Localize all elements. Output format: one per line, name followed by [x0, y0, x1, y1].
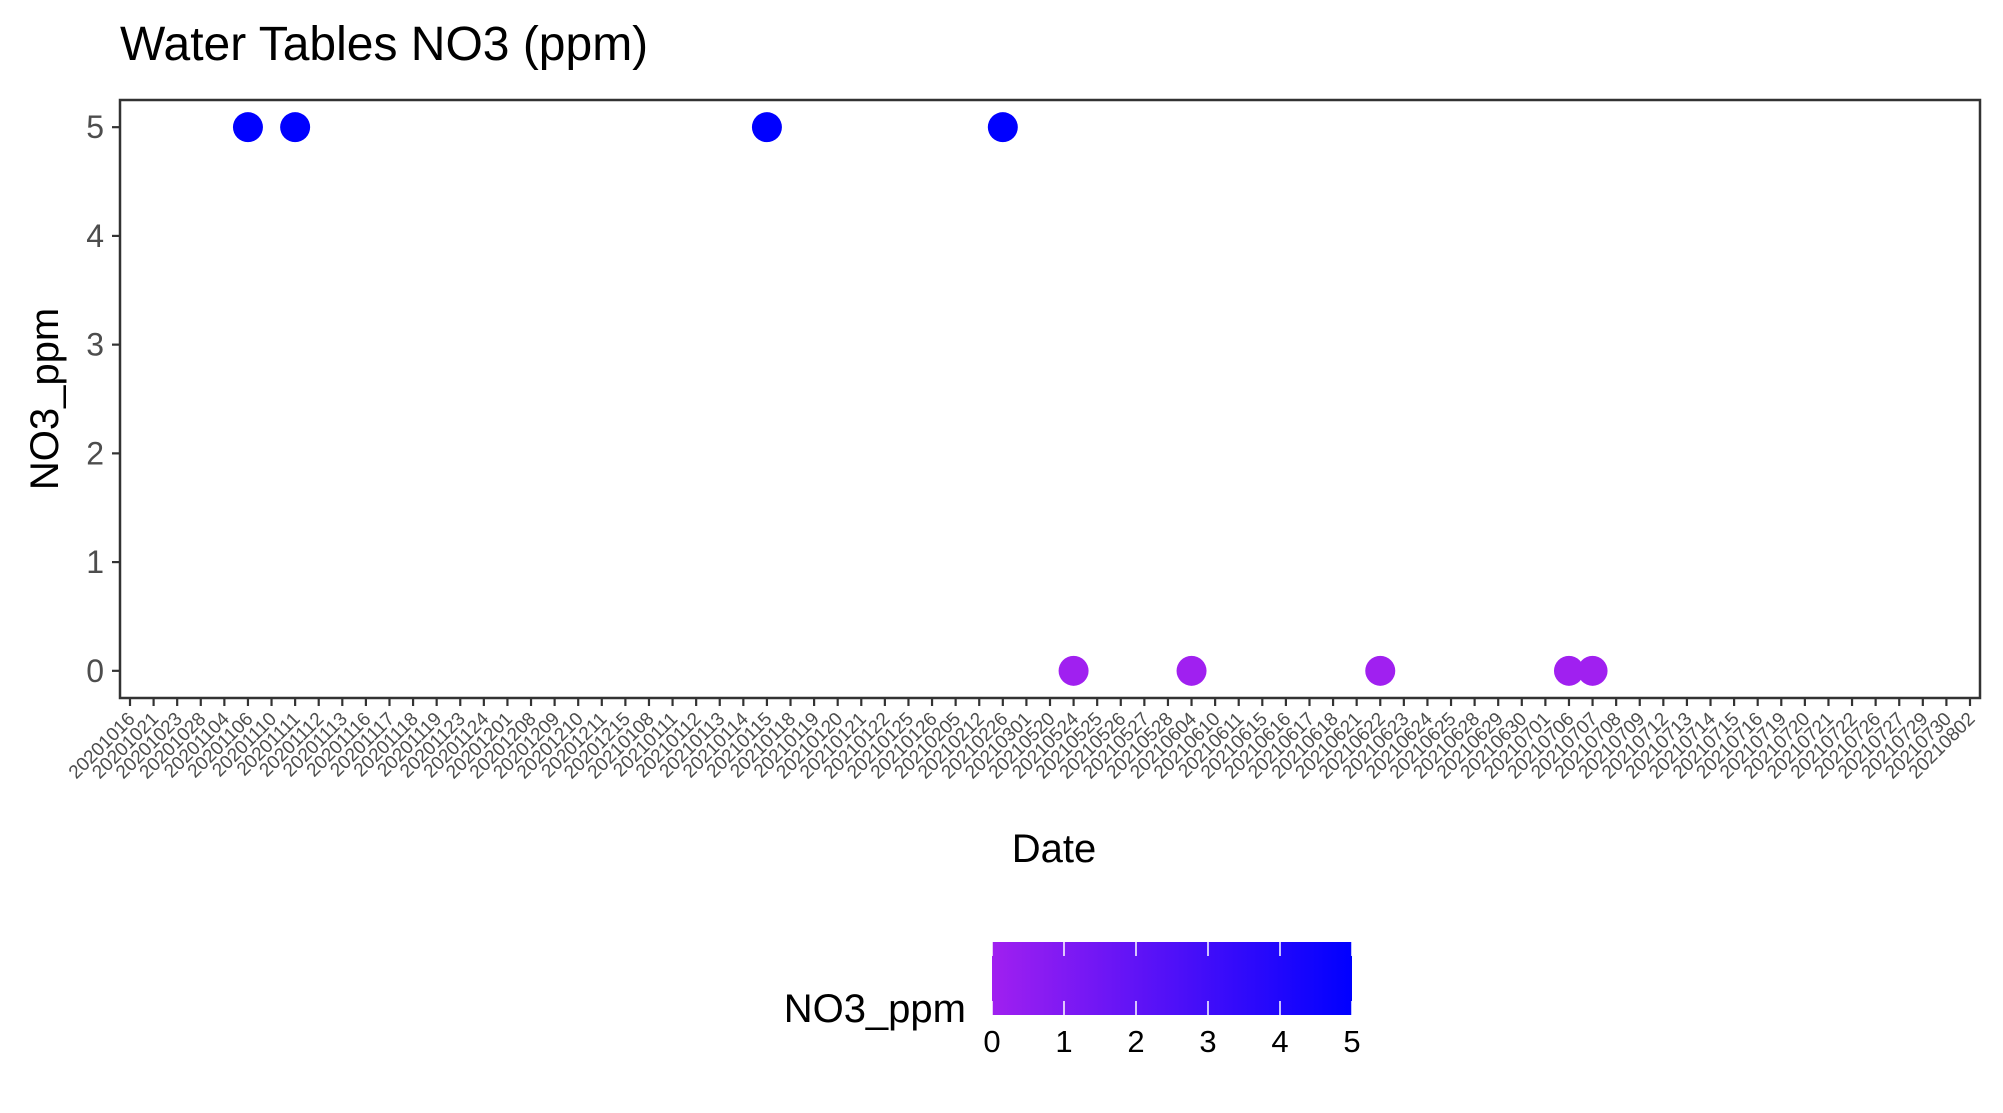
chart-title: Water Tables NO3 (ppm) — [120, 18, 648, 71]
colorbar-tick-label: 3 — [1199, 1024, 1216, 1059]
y-axis-title: NO3_ppm — [23, 308, 67, 490]
colorbar-tick-label: 4 — [1271, 1024, 1288, 1059]
data-point — [987, 112, 1018, 143]
data-point — [280, 112, 311, 143]
y-tick-label: 5 — [86, 109, 104, 145]
data-point — [1577, 655, 1608, 686]
colorbar-ticks: 0 1 2 3 4 5 — [983, 942, 1361, 1059]
y-tick-label: 0 — [86, 653, 104, 689]
data-point — [1058, 655, 1089, 686]
data-point — [1553, 655, 1584, 686]
colorbar-tick-label: 5 — [1343, 1024, 1360, 1059]
y-tick-label: 3 — [86, 327, 104, 363]
data-point — [751, 112, 782, 143]
data-points — [232, 112, 1608, 686]
data-point — [1365, 655, 1396, 686]
y-tick-label: 2 — [86, 435, 104, 471]
colorbar — [992, 942, 1352, 1015]
legend-title: NO3_ppm — [784, 987, 966, 1031]
x-axis: 2020101620201021202010232020102820201104… — [65, 698, 1980, 783]
y-tick-label: 4 — [86, 218, 104, 254]
data-point — [1176, 655, 1207, 686]
colorbar-tick-label: 2 — [1127, 1024, 1144, 1059]
legend: NO3_ppm 0 1 2 3 4 5 — [784, 942, 1361, 1059]
colorbar-tick-label: 0 — [983, 1024, 1000, 1059]
colorbar-tick-label: 1 — [1055, 1024, 1072, 1059]
x-axis-title: Date — [1012, 827, 1097, 871]
data-point — [232, 112, 263, 143]
y-axis: 0 1 2 3 4 5 — [86, 109, 120, 689]
y-tick-label: 1 — [86, 544, 104, 580]
plot-panel — [118, 98, 1982, 700]
